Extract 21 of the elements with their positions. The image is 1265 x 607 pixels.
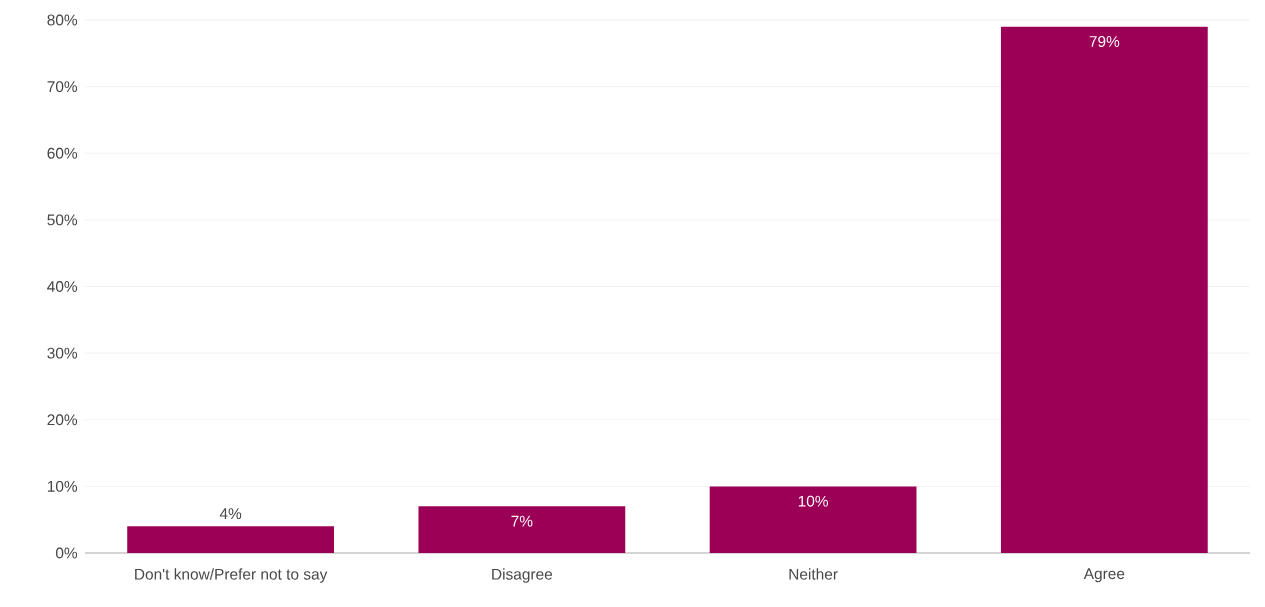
x-tick-label: Agree [1083,568,1125,583]
y-tick-label: 30% [47,347,78,359]
data-label: 7% [511,515,533,527]
bar [1000,26,1208,553]
y-tick-label: 10% [47,480,78,492]
y-tick-label: 50% [47,214,78,226]
y-tick-label: 60% [47,147,78,159]
data-label: 79% [1089,36,1120,47]
x-tick-label: Neither [789,568,838,580]
x-tick-label: Don't know/Prefer not to say [135,568,328,583]
data-label: 4% [219,508,242,520]
bar [709,486,917,553]
y-tick-label: 0% [55,547,78,559]
y-tick-label: 80% [47,14,78,26]
y-tick-label: 20% [47,414,78,426]
bar [127,526,335,553]
x-tick-label: Disagree [492,568,553,583]
bar [418,506,626,553]
y-tick-label: 40% [47,281,78,292]
data-label: 10% [798,495,828,507]
y-tick-label: 70% [47,81,78,93]
